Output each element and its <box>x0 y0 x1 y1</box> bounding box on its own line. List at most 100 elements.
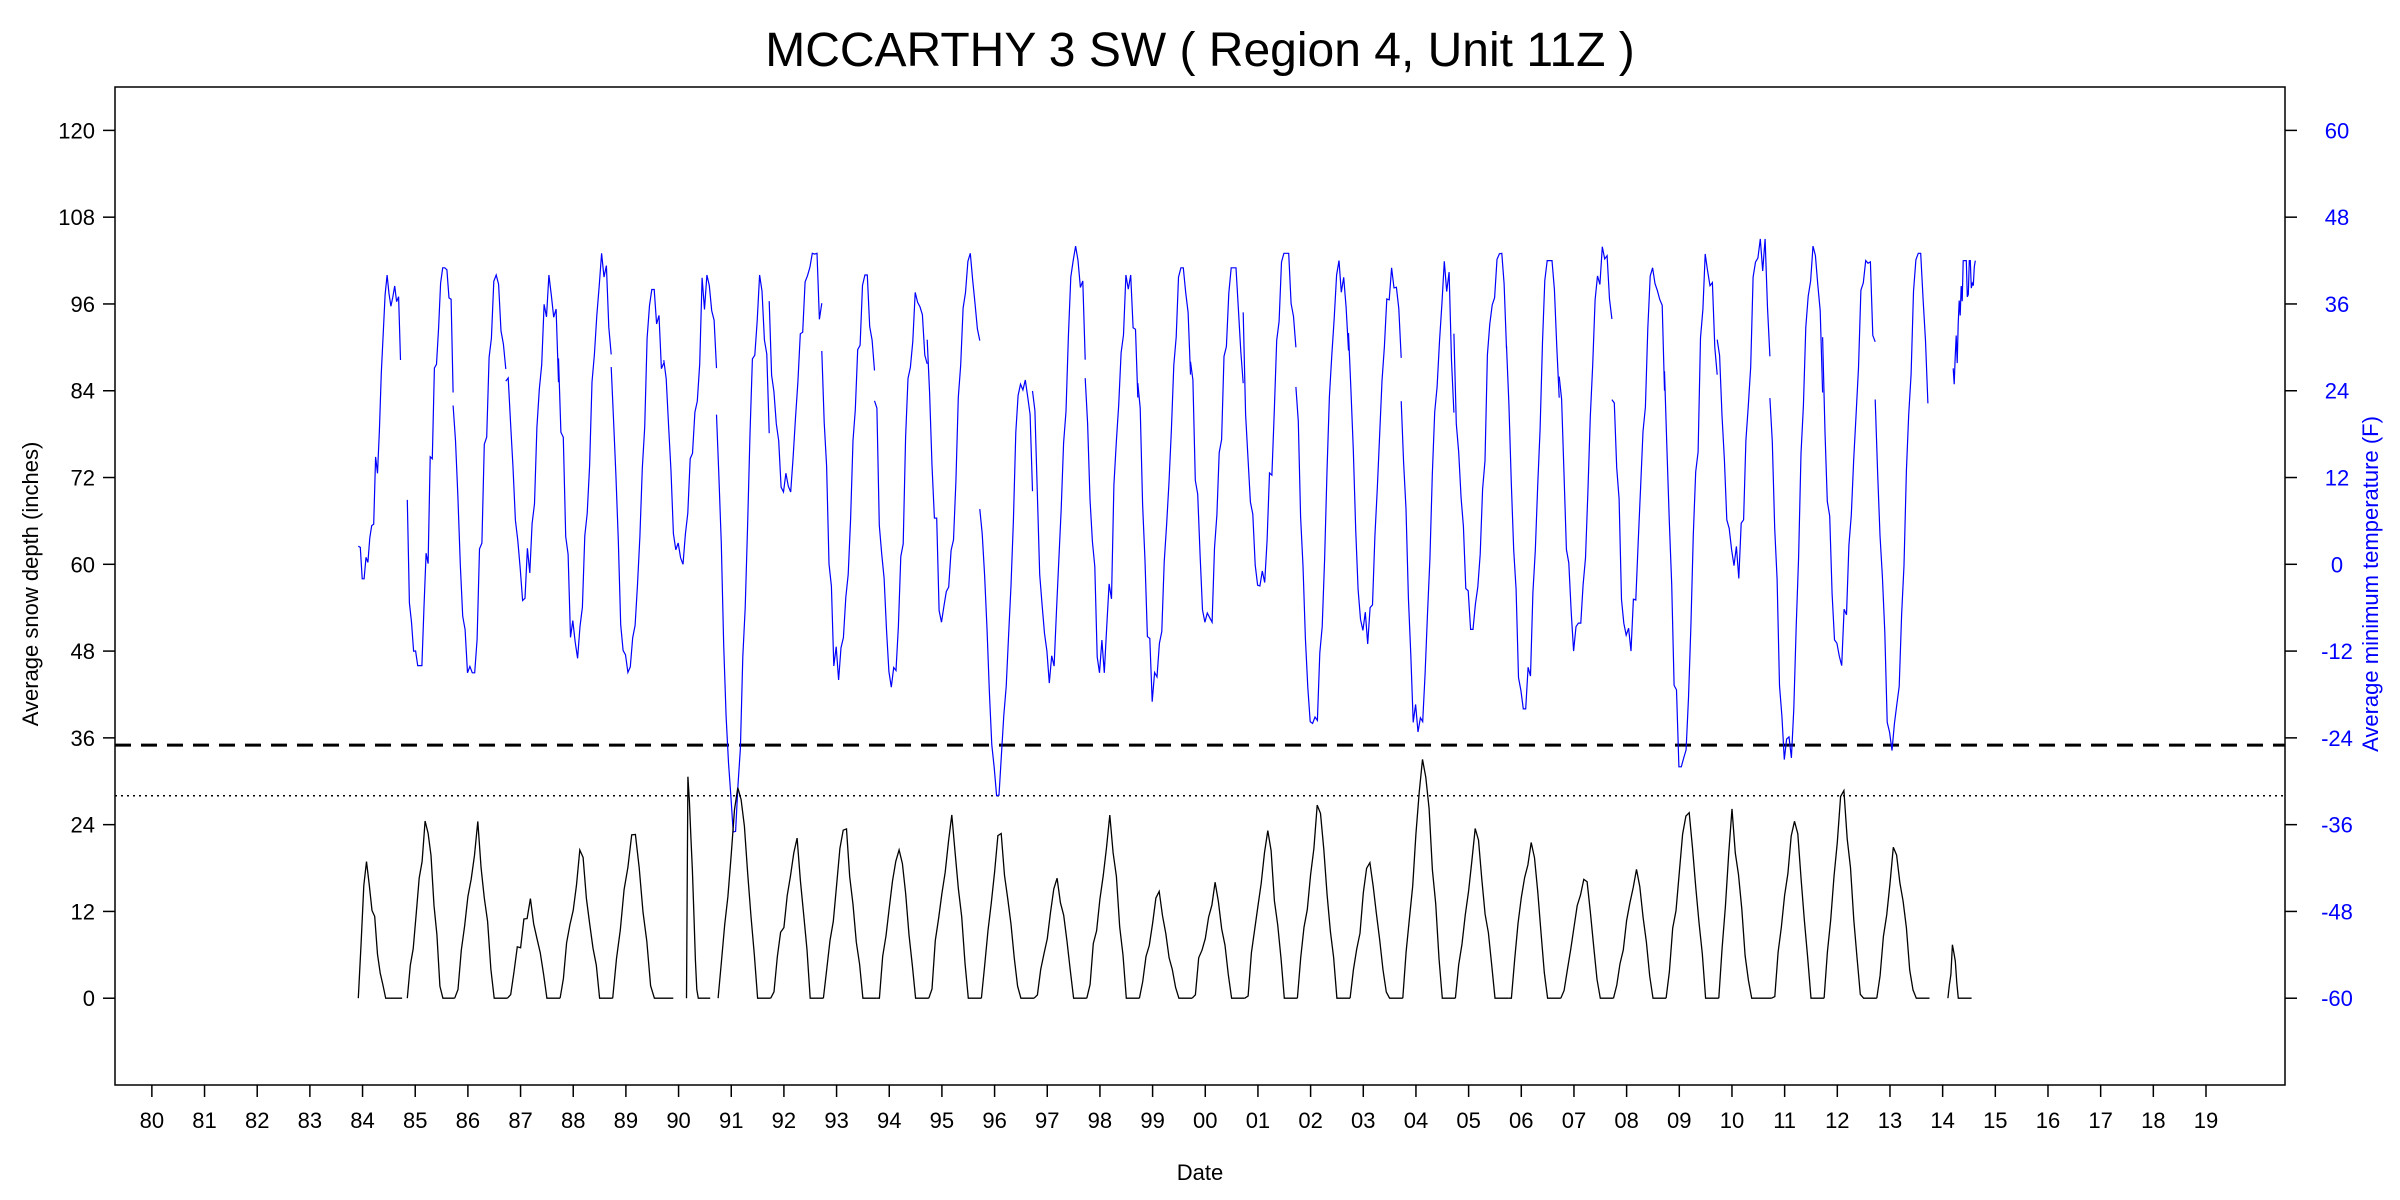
temperature-line <box>1347 267 1402 644</box>
snow-depth-line <box>1349 860 1403 999</box>
x-tick-label: 09 <box>1667 1108 1691 1133</box>
temperature-line <box>715 274 770 833</box>
snow-depth-line <box>357 861 403 999</box>
x-tick-label: 96 <box>982 1108 1006 1133</box>
right-tick-label: 24 <box>2325 379 2349 404</box>
temperature-line <box>821 274 876 681</box>
x-tick-label: 91 <box>719 1108 743 1133</box>
temperature-line <box>406 267 454 667</box>
temperature-line <box>505 274 560 602</box>
right-tick-label: -12 <box>2321 639 2353 664</box>
x-tick-label: 95 <box>930 1108 954 1133</box>
left-tick-label: 0 <box>83 986 95 1011</box>
left-axis-label: Average snow depth (inches) <box>18 442 43 727</box>
snow-depth-line <box>980 832 1035 999</box>
temperature-line <box>1084 274 1139 673</box>
left-tick-label: 12 <box>71 899 95 924</box>
temperature-line <box>1189 267 1244 625</box>
x-tick-label: 08 <box>1614 1108 1638 1133</box>
snow-depth-line <box>1244 830 1298 999</box>
temperature-line <box>768 252 823 495</box>
left-tick-label: 108 <box>58 205 95 230</box>
x-tick-label: 94 <box>877 1108 901 1133</box>
x-tick-label: 89 <box>614 1108 638 1133</box>
snow-depth-line <box>1296 804 1351 999</box>
right-tick-label: -48 <box>2321 899 2353 924</box>
x-tick-label: 98 <box>1088 1108 1112 1133</box>
right-tick-label: -24 <box>2321 726 2353 751</box>
x-tick-label: 85 <box>403 1108 427 1133</box>
temperature-line <box>357 274 402 580</box>
left-tick-label: 120 <box>58 118 95 143</box>
temperature-line <box>1822 259 1876 666</box>
snow-depth-line <box>928 814 982 999</box>
left-tick-label: 36 <box>71 726 95 751</box>
left-axis: 0 12 24 36 48 60 72 84 96 108 120 <box>58 118 115 1011</box>
reference-lines <box>115 743 2285 797</box>
left-tick-label: 84 <box>71 379 95 404</box>
x-tick-label: 01 <box>1246 1108 1270 1133</box>
right-tick-label: -36 <box>2321 813 2353 838</box>
temperature-line <box>1716 238 1771 579</box>
temperature-line <box>663 274 718 565</box>
snow-depth-line <box>1665 811 1719 999</box>
chart-title: MCCARTHY 3 SW ( Region 4, Unit 11Z ) <box>765 24 1635 77</box>
snow-depth-line <box>1402 759 1456 999</box>
right-tick-label: -60 <box>2321 986 2353 1011</box>
x-axis-label: Date <box>1177 1160 1223 1185</box>
snow-depth-line <box>454 821 508 999</box>
left-tick-label: 72 <box>71 466 95 491</box>
snow-depth-line <box>1718 808 1772 999</box>
x-tick-label: 04 <box>1404 1108 1428 1133</box>
snow-depth-line <box>685 776 711 999</box>
x-tick-label: 02 <box>1298 1108 1322 1133</box>
x-tick-label: 88 <box>561 1108 585 1133</box>
snow-depth-line <box>612 833 674 999</box>
snow-depth-line <box>506 898 561 999</box>
temperature-series <box>357 238 1976 833</box>
temperature-line <box>1874 252 1929 751</box>
temperature-line <box>557 253 612 659</box>
temperature-line <box>1400 261 1455 733</box>
temperature-line <box>1611 267 1666 652</box>
left-tick-label: 24 <box>71 813 95 838</box>
temperature-line <box>1295 260 1350 725</box>
x-tick-label: 80 <box>140 1108 164 1133</box>
temperature-line <box>873 292 928 688</box>
right-axis: -60 -48 -36 -24 -12 0 12 24 36 48 60 <box>2285 118 2353 1011</box>
x-tick-label: 13 <box>1878 1108 1902 1133</box>
snow-depth-line <box>1823 788 1877 999</box>
temperature-line <box>1453 252 1508 631</box>
x-tick-label: 16 <box>2036 1108 2060 1133</box>
x-tick-label: 00 <box>1193 1108 1217 1133</box>
snow-depth-line <box>822 827 877 999</box>
x-tick-label: 10 <box>1720 1108 1744 1133</box>
x-tick-label: 19 <box>2194 1108 2218 1133</box>
x-tick-label: 82 <box>245 1108 269 1133</box>
snow-depth-line <box>1876 847 1930 999</box>
snow-depth-line <box>1033 878 1087 999</box>
snow-depth-line <box>406 820 455 999</box>
left-tick-label: 96 <box>71 292 95 317</box>
temperature-line <box>1137 267 1192 702</box>
right-tick-label: 60 <box>2325 118 2349 143</box>
temperature-line <box>1558 246 1613 652</box>
x-tick-label: 15 <box>1983 1108 2007 1133</box>
x-tick-label: 83 <box>298 1108 322 1133</box>
x-tick-label: 05 <box>1456 1108 1480 1133</box>
temperature-line <box>926 253 981 623</box>
temperature-line <box>1663 253 1718 768</box>
snow-depth-line <box>717 787 771 999</box>
temperature-line <box>1505 260 1560 710</box>
snow-depth-series <box>357 759 1972 999</box>
left-tick-label: 60 <box>71 552 95 577</box>
temperature-line <box>452 273 507 674</box>
x-tick-label: 84 <box>350 1108 374 1133</box>
snow-depth-line <box>1560 878 1614 999</box>
x-tick-label: 11 <box>1773 1108 1796 1133</box>
x-tick-label: 90 <box>666 1108 690 1133</box>
right-tick-label: 36 <box>2325 292 2349 317</box>
x-tick-label: 81 <box>192 1108 216 1133</box>
snow-depth-line <box>1086 815 1140 999</box>
